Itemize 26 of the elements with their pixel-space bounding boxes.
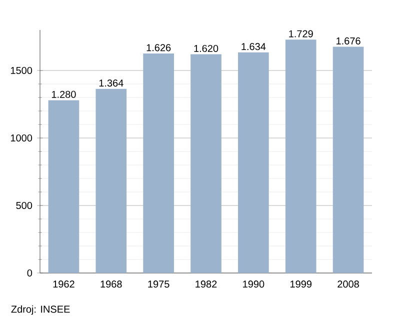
y-tick-label: 0	[27, 269, 32, 277]
text: Zdroj: INSEE	[11, 305, 70, 315]
data-label: 1.634	[242, 43, 266, 50]
x-tick-label: 1968	[100, 280, 122, 288]
data-label: 1.729	[289, 30, 313, 38]
x-tick-label: 1982	[196, 280, 217, 288]
data-label: 1.626	[146, 44, 171, 52]
y-tick-label: 500	[16, 202, 32, 210]
bar	[332, 46, 364, 273]
x-tick-label: 1990	[243, 280, 264, 288]
bar	[238, 52, 269, 273]
bar	[48, 100, 80, 273]
data-label: 1.676	[336, 37, 360, 44]
bar	[96, 88, 127, 273]
data-label: 1.364	[99, 80, 124, 87]
data-label: 1.620	[194, 44, 218, 52]
bar	[285, 40, 316, 273]
x-tick-label: 2008	[338, 280, 359, 288]
x-tick-label: 1975	[148, 280, 170, 288]
x-tick-label: 1962	[53, 280, 74, 288]
bar	[143, 53, 174, 273]
y-tick-label: 1000	[10, 134, 32, 142]
x-tick-label: 1999	[290, 280, 312, 288]
y-tick-label: 1500	[10, 66, 32, 74]
data-label: 1.280	[52, 90, 76, 98]
bar	[190, 54, 222, 273]
